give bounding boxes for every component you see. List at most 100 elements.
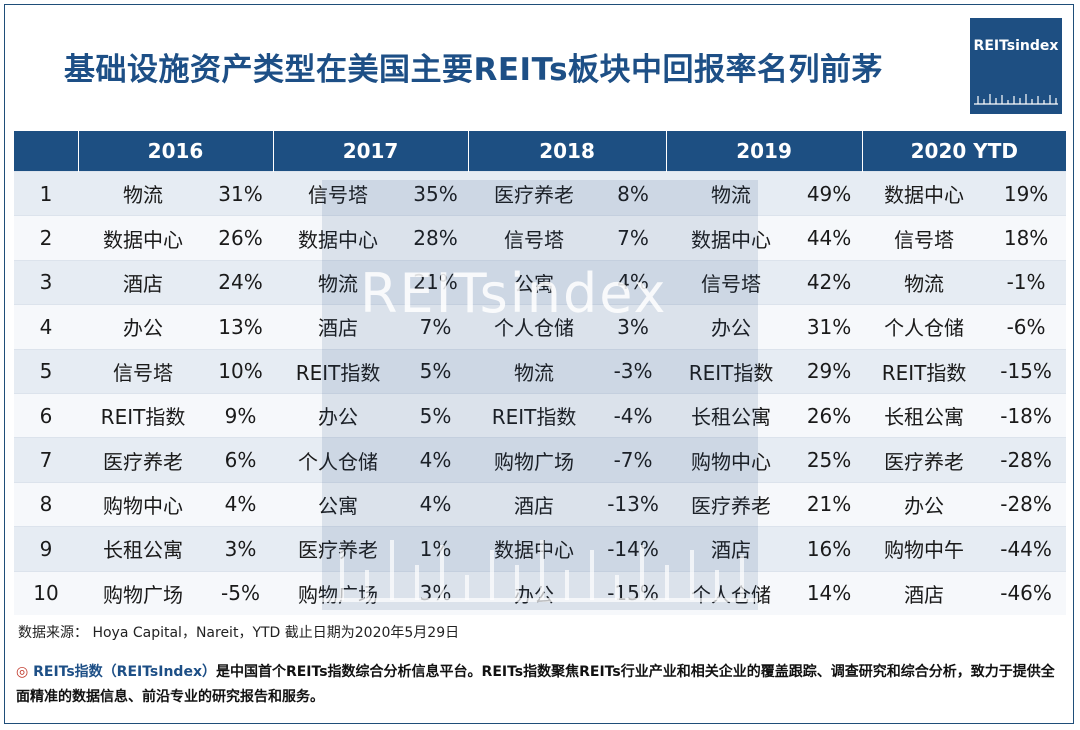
return-cell: 42%: [796, 259, 863, 305]
table-row: 3 酒店 24% 物流 21% 公寓 4% 信号塔 42% 物流 -1%: [14, 259, 1067, 305]
sector-cell: 物流: [468, 348, 601, 394]
rank-cell: 7: [14, 437, 78, 483]
table-row: 1 物流 31% 信号塔 35% 医疗养老 8% 物流 49% 数据中心 19%: [14, 170, 1067, 216]
sector-cell: 个人仓储: [862, 304, 987, 350]
sector-cell: 办公: [666, 304, 797, 350]
return-cell: -13%: [600, 481, 667, 527]
sector-cell: 办公: [78, 304, 208, 350]
rank-cell: 5: [14, 348, 78, 394]
sector-cell: 办公: [273, 392, 404, 438]
rank-cell: 2: [14, 215, 78, 261]
return-cell: 10%: [208, 348, 274, 394]
sector-cell: 物流: [862, 259, 987, 305]
sector-cell: REIT指数: [468, 392, 601, 438]
return-cell: -44%: [986, 526, 1067, 572]
return-cell: -7%: [600, 437, 667, 483]
header-year: 2017: [272, 131, 469, 172]
return-cell: 44%: [796, 215, 863, 261]
sector-cell: 医疗养老: [273, 526, 404, 572]
sector-cell: 酒店: [78, 259, 208, 305]
sector-cell: 个人仓储: [666, 570, 797, 615]
sector-cell: 信号塔: [862, 215, 987, 261]
return-cell: -28%: [986, 437, 1067, 483]
return-cell: -6%: [986, 304, 1067, 350]
sector-cell: 酒店: [862, 570, 987, 615]
table-row: 9 长租公寓 3% 医疗养老 1% 数据中心 -14% 酒店 16% 购物中午 -44%: [14, 526, 1067, 572]
return-cell: 4%: [403, 437, 469, 483]
sector-cell: 办公: [862, 481, 987, 527]
sector-cell: REIT指数: [862, 348, 987, 394]
return-cell: 25%: [796, 437, 863, 483]
rank-cell: 8: [14, 481, 78, 527]
data-source-note: 数据来源： Hoya Capital，Nareit，YTD 截止日期为2020年…: [18, 625, 460, 641]
sector-cell: 购物广场: [273, 570, 404, 615]
return-cell: 1%: [403, 526, 469, 572]
return-cell: 3%: [208, 526, 274, 572]
return-cell: -5%: [208, 570, 274, 615]
header-row: 2016 2017 2018 2019 2020 YTD: [14, 131, 1067, 172]
sector-cell: 办公: [468, 570, 601, 615]
header-year: 2016: [77, 131, 274, 172]
return-cell: 3%: [600, 304, 667, 350]
sector-cell: 公寓: [468, 259, 601, 305]
return-cell: 19%: [986, 170, 1067, 216]
rank-cell: 3: [14, 259, 78, 305]
return-cell: 3%: [403, 570, 469, 615]
rank-cell: 4: [14, 304, 78, 350]
table-row: 4 办公 13% 酒店 7% 个人仓储 3% 办公 31% 个人仓储 -6%: [14, 304, 1067, 350]
return-cell: 16%: [796, 526, 863, 572]
header-year: 2019: [665, 131, 863, 172]
return-cell: 13%: [208, 304, 274, 350]
bullet-icon: ◎: [16, 664, 29, 680]
sector-cell: 数据中心: [78, 215, 208, 261]
sector-cell: 酒店: [666, 526, 797, 572]
sector-cell: 数据中心: [862, 170, 987, 216]
table-row: 8 购物中心 4% 公寓 4% 酒店 -13% 医疗养老 21% 办公 -28%: [14, 481, 1067, 527]
sector-cell: 信号塔: [468, 215, 601, 261]
table-row: 10 购物广场 -5% 购物广场 3% 办公 -15% 个人仓储 14% 酒店 -46%: [14, 570, 1067, 615]
description-text: 是中国首个REITs指数综合分析信息平台。REITs指数聚焦REITs行业产业和…: [16, 664, 1055, 705]
sector-cell: 物流: [666, 170, 797, 216]
sector-cell: 长租公寓: [862, 392, 987, 438]
return-cell: 26%: [208, 215, 274, 261]
return-cell: -28%: [986, 481, 1067, 527]
return-cell: 31%: [208, 170, 274, 216]
sector-cell: 信号塔: [273, 170, 404, 216]
sector-cell: 长租公寓: [78, 526, 208, 572]
header-year: 2020 YTD: [861, 131, 1067, 172]
return-cell: 35%: [403, 170, 469, 216]
return-cell: 14%: [796, 570, 863, 615]
sector-cell: 购物中午: [862, 526, 987, 572]
sector-cell: 医疗养老: [78, 437, 208, 483]
sector-cell: 酒店: [273, 304, 404, 350]
sector-cell: 信号塔: [78, 348, 208, 394]
sector-cell: 购物广场: [468, 437, 601, 483]
return-cell: 21%: [403, 259, 469, 305]
return-cell: 5%: [403, 348, 469, 394]
sector-cell: 医疗养老: [862, 437, 987, 483]
return-cell: -15%: [986, 348, 1067, 394]
sector-cell: 购物中心: [666, 437, 797, 483]
table-row: 7 医疗养老 6% 个人仓储 4% 购物广场 -7% 购物中心 25% 医疗养老 -28%: [14, 437, 1067, 483]
sector-cell: 个人仓储: [273, 437, 404, 483]
sector-cell: 酒店: [468, 481, 601, 527]
return-cell: 26%: [796, 392, 863, 438]
return-cell: 5%: [403, 392, 469, 438]
table-row: 5 信号塔 10% REIT指数 5% 物流 -3% REIT指数 29% REIT指数 -15%: [14, 348, 1067, 394]
sector-cell: 公寓: [273, 481, 404, 527]
sector-cell: REIT指数: [666, 348, 797, 394]
sector-cell: 数据中心: [666, 215, 797, 261]
return-cell: -18%: [986, 392, 1067, 438]
page-title: 基础设施资产类型在美国主要REITs板块中回报率名列前茅: [64, 52, 884, 88]
sector-cell: 医疗养老: [666, 481, 797, 527]
return-cell: -3%: [600, 348, 667, 394]
sector-cell: 数据中心: [468, 526, 601, 572]
returns-ranking-table: 2016 2017 2018 2019 2020 YTD 1 物流 31% 信号塔 35…: [14, 131, 1067, 615]
return-cell: 49%: [796, 170, 863, 216]
return-cell: 4%: [600, 259, 667, 305]
return-cell: 4%: [208, 481, 274, 527]
table-row: 2 数据中心 26% 数据中心 28% 信号塔 7% 数据中心 44% 信号塔 18%: [14, 215, 1067, 261]
platform-description: ◎ REITs指数（REITsIndex）是中国首个REITs指数综合分析信息平…: [16, 660, 1066, 710]
return-cell: -1%: [986, 259, 1067, 305]
return-cell: 4%: [403, 481, 469, 527]
